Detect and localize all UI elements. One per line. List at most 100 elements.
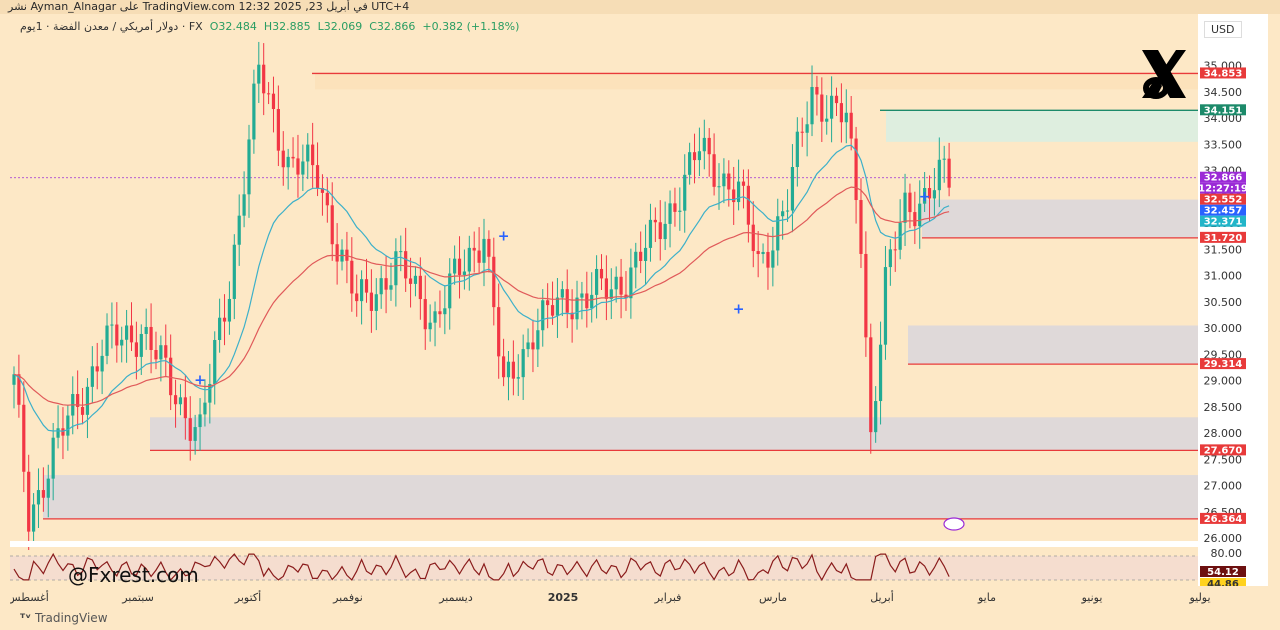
candle-body — [203, 402, 207, 415]
y-tick-label: 29.000 — [1204, 375, 1243, 388]
candle-body — [727, 173, 731, 190]
candle-body — [741, 181, 746, 186]
price-label-box — [1200, 512, 1246, 524]
x-tick-label: أبريل — [870, 590, 894, 604]
candle-body — [712, 154, 716, 187]
candle-body — [144, 326, 148, 334]
candle-body — [433, 311, 437, 323]
candle-body — [110, 324, 114, 326]
candle-body — [183, 397, 187, 419]
candle-body — [560, 289, 564, 298]
candle-body — [555, 297, 560, 316]
candle-body — [61, 428, 65, 436]
candle-body — [139, 333, 143, 357]
y-tick-label: 31.000 — [1204, 270, 1243, 283]
candle-body — [658, 222, 662, 240]
candle-body — [673, 203, 677, 212]
candle-body — [550, 305, 555, 316]
candle-body — [276, 109, 280, 151]
symbol-label[interactable]: دولار أمريكي / معدن الفضة · 1يوم · FX — [20, 20, 203, 33]
x-tick-label: مايو — [977, 591, 996, 604]
candle-body — [472, 247, 476, 251]
candle-body — [692, 152, 697, 161]
candle-body — [394, 251, 398, 286]
candle-body — [423, 299, 427, 330]
candle-body — [854, 138, 858, 201]
candle-body — [634, 251, 638, 268]
candle-body — [937, 159, 941, 191]
candle-body — [942, 158, 946, 160]
candle-body — [697, 151, 702, 161]
candle-body — [443, 308, 447, 315]
candle-body — [438, 311, 442, 315]
candle-body — [869, 337, 873, 433]
close-value: C32.866 — [369, 20, 416, 33]
currency-selector[interactable]: USD — [1204, 21, 1242, 38]
low-value: L32.069 — [317, 20, 363, 33]
candle-body — [536, 330, 540, 350]
y-tick-label: 27.500 — [1204, 453, 1243, 466]
candle-body — [663, 223, 667, 240]
x-tick-label: ديسمبر — [438, 591, 473, 604]
chart-frame[interactable]: ++++35.00034.50034.00033.50033.00032.500… — [10, 14, 1268, 606]
tradingview-brand[interactable]: ᵀᵛ TradingView — [20, 611, 108, 625]
candle-body — [541, 300, 545, 331]
candle-body — [100, 355, 104, 372]
candle-body — [913, 212, 917, 227]
candle-body — [462, 271, 467, 275]
candle-body — [927, 187, 932, 199]
candle-body — [893, 249, 897, 251]
candle-body — [173, 395, 178, 405]
ohlc-legend: دولار أمريكي / معدن الفضة · 1يوم · FX O3… — [20, 20, 519, 33]
candle-body — [668, 203, 672, 224]
candle-body — [565, 289, 569, 313]
candle-body — [188, 418, 192, 441]
publish-text: نشر Ayman_Alnagar على TradingView.com في… — [8, 0, 410, 13]
candle-body — [364, 279, 369, 293]
candle-body — [296, 158, 300, 175]
candle-body — [795, 131, 799, 168]
candle-body — [805, 124, 809, 133]
candle-body — [810, 86, 814, 125]
candle-body — [76, 394, 80, 407]
candle-body — [678, 210, 682, 212]
candle-body — [457, 258, 462, 275]
x-tick-label: 2025 — [548, 591, 579, 604]
candle-body — [301, 161, 305, 175]
price-label: 32.866 — [1204, 173, 1243, 184]
candle-body — [688, 152, 692, 175]
candle-body — [404, 251, 408, 279]
candle-body — [448, 273, 452, 309]
price-label-box — [1200, 215, 1246, 227]
candle-body — [570, 312, 574, 320]
candle-body — [526, 342, 530, 350]
chart-svg[interactable]: ++++35.00034.50034.00033.50033.00032.500… — [10, 14, 1268, 606]
price-label-box — [1200, 444, 1246, 456]
candle-body — [46, 478, 50, 498]
price-label-box — [1200, 193, 1246, 205]
zone-grey — [43, 475, 1198, 519]
candle-body — [874, 401, 878, 433]
candle-body — [800, 131, 804, 133]
publish-bar: نشر Ayman_Alnagar على TradingView.com في… — [0, 0, 1280, 14]
candle-body — [580, 293, 584, 298]
candle-body — [384, 278, 388, 290]
candle-body — [516, 377, 520, 379]
price-label: 31.720 — [1204, 233, 1243, 244]
high-value: H32.885 — [263, 20, 311, 33]
candle-body — [599, 268, 604, 279]
candle-body — [218, 317, 222, 341]
candle-body — [506, 361, 511, 378]
crossover-marker: + — [733, 302, 745, 318]
candle-body — [595, 268, 599, 295]
candle-body — [428, 322, 432, 330]
open-value: O32.484 — [209, 20, 257, 33]
candle-body — [17, 374, 21, 405]
candle-body — [834, 95, 839, 104]
candle-body — [213, 340, 217, 385]
candle-body — [825, 118, 829, 122]
x-tick-label: سبتمبر — [121, 591, 154, 604]
candle-body — [281, 150, 285, 168]
zone-grey — [922, 199, 1198, 238]
